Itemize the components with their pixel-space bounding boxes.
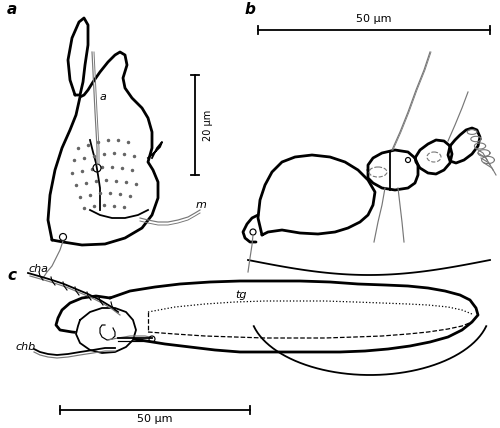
Polygon shape — [56, 281, 478, 352]
Text: 50 μm: 50 μm — [137, 414, 173, 424]
Polygon shape — [258, 155, 375, 235]
Polygon shape — [76, 308, 136, 353]
Text: 50 μm: 50 μm — [356, 14, 392, 24]
Text: a: a — [100, 92, 107, 102]
Text: a: a — [7, 2, 17, 17]
Text: chb: chb — [15, 342, 35, 352]
Polygon shape — [68, 18, 88, 95]
Polygon shape — [48, 52, 158, 245]
Polygon shape — [448, 128, 480, 163]
Text: 20 μm: 20 μm — [203, 110, 213, 141]
Text: c: c — [7, 268, 16, 283]
Text: m: m — [196, 200, 207, 210]
Text: b: b — [245, 2, 256, 17]
Polygon shape — [368, 150, 418, 190]
Polygon shape — [415, 140, 452, 174]
Text: tg: tg — [235, 290, 246, 300]
Text: cha: cha — [28, 264, 48, 274]
